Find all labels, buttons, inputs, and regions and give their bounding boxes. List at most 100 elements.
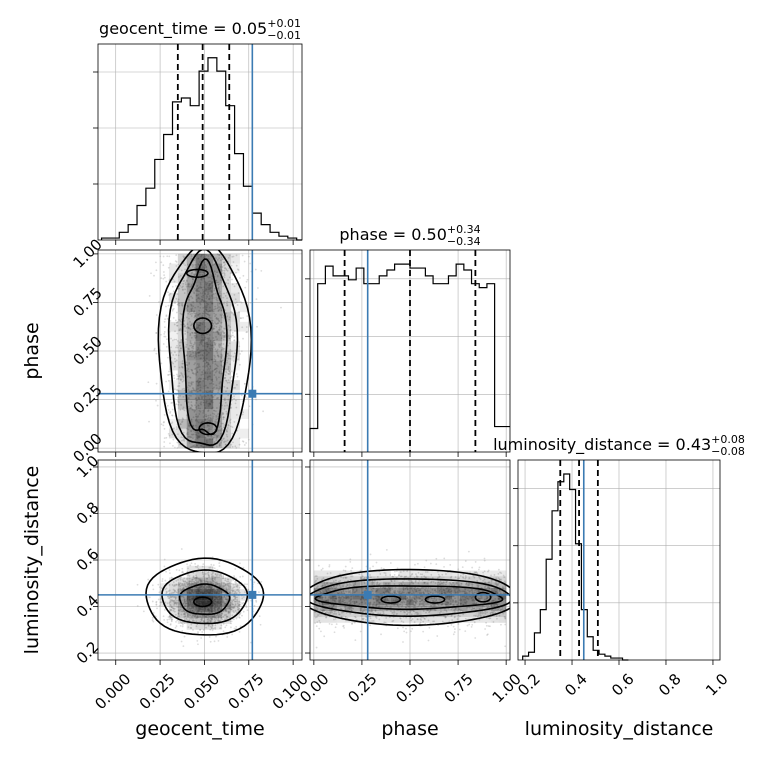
- sample-point: [185, 346, 188, 348]
- sample-point: [217, 322, 220, 324]
- sample-point: [207, 573, 210, 576]
- sample-point: [175, 378, 178, 381]
- sample-point: [226, 404, 229, 407]
- sample-point: [223, 603, 226, 606]
- sample-point: [228, 611, 231, 614]
- sample-point: [170, 606, 173, 609]
- sample-point: [174, 601, 177, 604]
- sample-point: [208, 581, 211, 583]
- sample-point: [184, 615, 187, 617]
- sample-point: [216, 367, 218, 370]
- sample-point: [212, 346, 215, 349]
- sample-point: [182, 431, 185, 434]
- sample-point: [224, 401, 227, 404]
- sample-point: [175, 591, 178, 594]
- sample-point: [218, 286, 220, 288]
- sample-point: [184, 268, 187, 271]
- density-cell: [222, 583, 232, 590]
- sample-point: [214, 257, 217, 260]
- sample-point: [225, 588, 228, 591]
- sample-point: [206, 580, 208, 583]
- sample-point: [231, 312, 233, 314]
- sample-point: [207, 262, 209, 265]
- sample-point: [169, 412, 172, 414]
- sample-point: [187, 347, 190, 350]
- sample-point: [216, 271, 218, 274]
- sample-point: [177, 613, 180, 615]
- sample-point: [227, 605, 230, 608]
- sample-point: [207, 621, 209, 624]
- sample-point: [192, 409, 195, 411]
- sample-point: [187, 326, 190, 329]
- density-cell: [213, 380, 223, 390]
- sample-point: [181, 303, 184, 306]
- sample-point: [190, 401, 193, 404]
- density-cell: [222, 399, 232, 410]
- sample-point: [225, 610, 228, 612]
- sample-point: [235, 592, 238, 595]
- sample-point: [204, 615, 207, 618]
- sample-point: [191, 349, 194, 352]
- sample-point: [191, 277, 194, 280]
- sample-point: [230, 606, 233, 609]
- sample-point: [189, 564, 192, 567]
- sample-point: [189, 313, 192, 316]
- sample-point: [207, 363, 210, 365]
- density-cell: [186, 302, 196, 313]
- sample-point: [225, 613, 227, 616]
- density-cell: [231, 438, 240, 449]
- sample-point: [218, 615, 220, 618]
- sample-point: [236, 304, 239, 306]
- sample-point: [175, 621, 177, 623]
- sample-point: [215, 279, 218, 282]
- sample-point: [170, 599, 172, 602]
- sample-point: [234, 402, 237, 405]
- sample-point: [196, 617, 199, 619]
- sample-point: [167, 266, 170, 269]
- sample-point: [226, 297, 228, 300]
- sample-point: [163, 619, 166, 621]
- sample-point: [175, 338, 178, 341]
- sample-point: [214, 360, 216, 363]
- sample-point: [223, 332, 225, 335]
- density-cell: [204, 321, 214, 332]
- sample-point: [238, 311, 240, 313]
- sample-point: [186, 427, 189, 430]
- sample-point: [245, 606, 248, 609]
- sample-point: [227, 365, 230, 368]
- sample-point: [209, 317, 212, 319]
- sample-point: [193, 259, 196, 262]
- sample-point: [190, 381, 193, 384]
- density-cell: [213, 370, 223, 381]
- sample-point: [155, 352, 158, 355]
- sample-point: [237, 606, 239, 609]
- sample-point: [181, 360, 184, 362]
- sample-point: [222, 336, 225, 338]
- sample-point: [180, 595, 183, 598]
- sample-point: [160, 277, 163, 280]
- sample-point: [237, 608, 240, 610]
- sample-point: [170, 422, 173, 425]
- sample-point: [221, 348, 224, 351]
- sample-point: [180, 576, 182, 579]
- sample-point: [190, 583, 192, 586]
- sample-point: [146, 596, 149, 598]
- sample-point: [229, 328, 232, 331]
- sample-point: [197, 314, 199, 316]
- sample-point: [221, 597, 224, 600]
- sample-point: [178, 329, 181, 332]
- sample-point: [216, 436, 219, 438]
- sample-point: [171, 408, 174, 411]
- sample-point: [190, 382, 192, 385]
- sample-point: [202, 365, 205, 368]
- sample-point: [224, 368, 227, 370]
- title-minus: −0.34: [447, 235, 481, 248]
- panel-frame: [97, 43, 303, 241]
- sample-point: [191, 408, 193, 411]
- sample-point: [260, 580, 263, 583]
- sample-point: [236, 589, 238, 592]
- sample-point: [155, 269, 158, 272]
- sample-point: [183, 605, 186, 608]
- sample-point: [200, 395, 203, 398]
- sample-point: [369, 624, 372, 627]
